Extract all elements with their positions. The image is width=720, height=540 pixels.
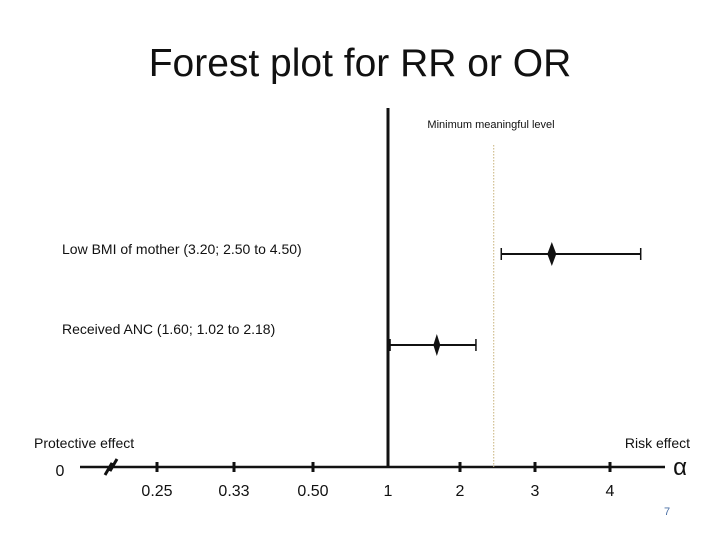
tick-labels: 0 0.25 0.33 0.50 1 2 3 4 bbox=[56, 463, 615, 500]
tick-marks bbox=[155, 462, 612, 472]
study-label: Received ANC (1.60; 1.02 to 2.18) bbox=[62, 321, 275, 337]
point-estimate bbox=[547, 242, 557, 266]
tick-label: 0.25 bbox=[141, 483, 172, 500]
studies: Low BMI of mother (3.20; 2.50 to 4.50) Re… bbox=[62, 241, 642, 356]
infinity-symbol: α bbox=[673, 454, 687, 481]
tick-label: 0.33 bbox=[218, 483, 249, 500]
tick-label: 1 bbox=[384, 483, 393, 500]
study-row: Received ANC (1.60; 1.02 to 2.18) bbox=[62, 321, 477, 356]
study-label: Low BMI of mother (3.20; 2.50 to 4.50) bbox=[62, 241, 302, 257]
tick-label: 2 bbox=[456, 483, 465, 500]
axis-break-mark bbox=[103, 458, 119, 476]
tick-label: 4 bbox=[606, 483, 615, 500]
tick-label: 0 bbox=[56, 463, 65, 480]
page-number: 7 bbox=[664, 506, 671, 518]
study-row: Low BMI of mother (3.20; 2.50 to 4.50) bbox=[62, 241, 642, 266]
point-estimate bbox=[433, 334, 441, 356]
tick-label: 3 bbox=[531, 483, 540, 500]
slide-title: Forest plot for RR or OR bbox=[148, 42, 572, 85]
tick-label: 0.50 bbox=[297, 483, 328, 500]
risk-effect-label: Risk effect bbox=[625, 435, 690, 451]
protective-effect-label: Protective effect bbox=[34, 435, 134, 451]
threshold-label: Minimum meaningful level bbox=[427, 119, 554, 131]
